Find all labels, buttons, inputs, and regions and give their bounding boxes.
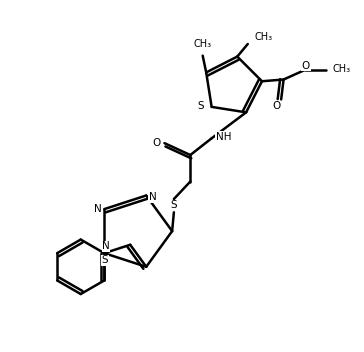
Text: CH₃: CH₃ <box>194 39 212 50</box>
Text: O: O <box>153 138 161 148</box>
Text: O: O <box>302 61 310 71</box>
Text: O: O <box>273 101 281 111</box>
Text: CH₃: CH₃ <box>332 64 351 74</box>
Text: N: N <box>149 192 157 202</box>
Text: S: S <box>197 101 204 111</box>
Text: N: N <box>102 241 110 251</box>
Text: S: S <box>171 200 177 210</box>
Text: CH₃: CH₃ <box>255 32 273 42</box>
Text: N: N <box>94 204 102 214</box>
Text: S: S <box>102 255 108 265</box>
Text: NH: NH <box>216 132 231 142</box>
